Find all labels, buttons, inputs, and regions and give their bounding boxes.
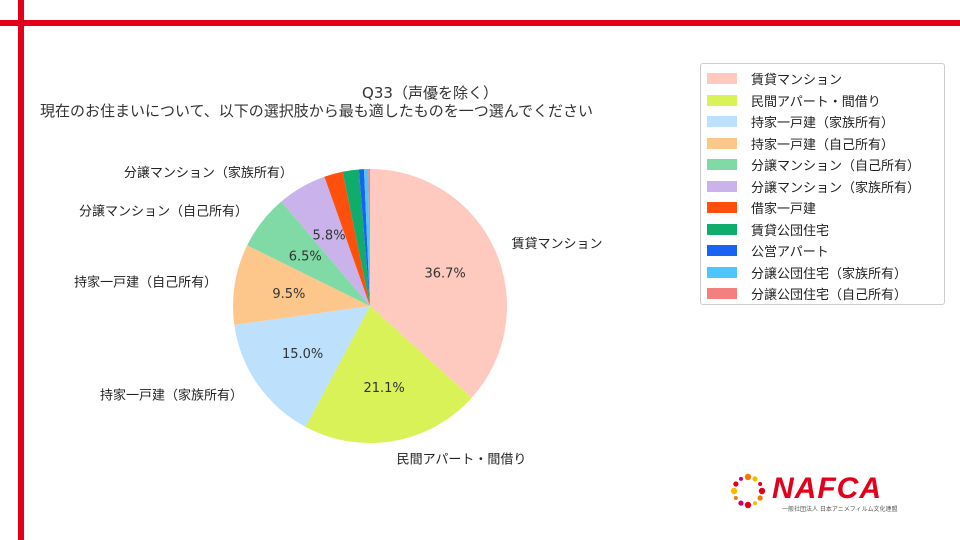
legend-item-5: 分譲マンション（家族所有） <box>707 176 944 198</box>
legend-label-7: 賃貸公団住宅 <box>751 223 830 239</box>
legend-swatch-2 <box>707 116 737 128</box>
legend-label-8: 公営アパート <box>751 245 829 261</box>
frame-line-top <box>0 20 960 26</box>
nafca-logo: NAFCA 一般社団法人 日本アニメフィルム文化連盟 <box>727 470 927 514</box>
legend-item-8: 公営アパート <box>707 240 944 262</box>
pie-outer-label-5: 分譲マンション（家族所有） <box>124 165 293 181</box>
logo-dot <box>739 476 743 481</box>
logo-dot <box>758 487 766 495</box>
legend-swatch-8 <box>707 245 737 257</box>
logo-dot <box>738 500 744 506</box>
frame-line-left <box>18 0 24 540</box>
legend-swatch-1 <box>707 94 737 106</box>
legend-label-4: 分譲マンション（自己所有） <box>751 159 921 175</box>
pie-slice-2 <box>234 306 370 427</box>
legend-swatch-0 <box>707 73 737 85</box>
pie-slice-1 <box>305 306 472 443</box>
pie-slice-5 <box>281 176 370 306</box>
logo-mark-icon <box>730 473 766 509</box>
chart-legend: 賃貸マンション民間アパート・間借り 持家一戸建（家族所有） 持家一戸建（自己所有） 分… <box>700 63 945 305</box>
logo-subtitle: 一般社団法人 日本アニメフィルム文化連盟 <box>782 506 898 513</box>
logo-dot <box>757 495 763 501</box>
pie-pct-label-3: 9.5% <box>272 287 305 302</box>
pie-slice-6 <box>324 171 370 306</box>
logo-dot <box>758 482 763 486</box>
legend-item-2: 持家一戸建（家族所有） <box>707 111 944 133</box>
legend-item-9: 分譲公団住宅（家族所有） <box>707 262 944 284</box>
pie-slice-8 <box>358 169 370 306</box>
legend-swatch-3 <box>707 137 737 149</box>
legend-item-10: 分譲公団住宅（自己所有） <box>707 283 944 305</box>
legend-label-6: 借家一戸建 <box>751 202 817 218</box>
logo-dot <box>733 496 738 500</box>
logo-text: NAFCA <box>772 472 882 505</box>
legend-item-3: 持家一戸建（自己所有） <box>707 133 944 155</box>
legend-label-10: 分譲公団住宅（自己所有） <box>751 288 908 304</box>
legend-label-2: 持家一戸建（家族所有） <box>751 116 895 132</box>
pie-outer-label-2: 持家一戸建（家族所有） <box>100 388 243 404</box>
legend-swatch-10 <box>707 288 737 300</box>
pie-slice-4 <box>247 201 370 306</box>
legend-label-1: 民間アパート・間借り <box>751 94 881 110</box>
legend-item-0: 賃貸マンション <box>707 68 944 90</box>
legend-item-1: 民間アパート・間借り <box>707 90 944 112</box>
pie-slice-10 <box>368 169 370 306</box>
legend-label-3: 持家一戸建（自己所有） <box>751 137 895 153</box>
logo-dot <box>744 501 752 509</box>
legend-label-5: 分譲マンション（家族所有） <box>751 180 921 196</box>
legend-label-0: 賃貸マンション <box>751 73 843 89</box>
legend-label-9: 分譲公団住宅（家族所有） <box>751 266 908 282</box>
legend-item-7: 賃貸公団住宅 <box>707 219 944 241</box>
logo-dot <box>730 487 738 495</box>
pie-slice-9 <box>363 169 370 306</box>
chart-subtitle: 現在のお住まいについて、以下の選択肢から最も適したものを一つ選んでください <box>40 102 594 120</box>
legend-swatch-4 <box>707 159 737 171</box>
logo-dot <box>733 481 739 487</box>
pie-pct-label-5: 5.8% <box>313 229 346 244</box>
pie-slice-0 <box>370 169 507 398</box>
legend-item-4: 分譲マンション（自己所有） <box>707 154 944 176</box>
logo-dot <box>744 473 752 481</box>
pie-pct-label-1: 21.1% <box>363 381 404 396</box>
pie-pct-label-4: 6.5% <box>289 249 322 264</box>
legend-swatch-5 <box>707 180 737 192</box>
pie-outer-label-3: 持家一戸建（自己所有） <box>74 274 217 290</box>
logo-dot <box>752 476 758 482</box>
pie-outer-label-4: 分譲マンション（自己所有） <box>79 204 248 220</box>
pie-slice-7 <box>342 169 370 306</box>
pie-outer-label-1: 民間アパート・間借り <box>397 453 527 468</box>
pie-pct-label-2: 15.0% <box>282 347 323 362</box>
chart-title: Q33（声優を除く） <box>362 84 498 102</box>
legend-swatch-9 <box>707 266 737 278</box>
logo-dot <box>753 501 757 506</box>
pie-outer-label-0: 賃貸マンション <box>511 236 602 252</box>
legend-swatch-7 <box>707 223 737 235</box>
legend-item-6: 借家一戸建 <box>707 197 944 219</box>
legend-swatch-6 <box>707 202 737 214</box>
pie-slice-3 <box>233 245 370 325</box>
pie-pct-label-0: 36.7% <box>424 267 465 282</box>
